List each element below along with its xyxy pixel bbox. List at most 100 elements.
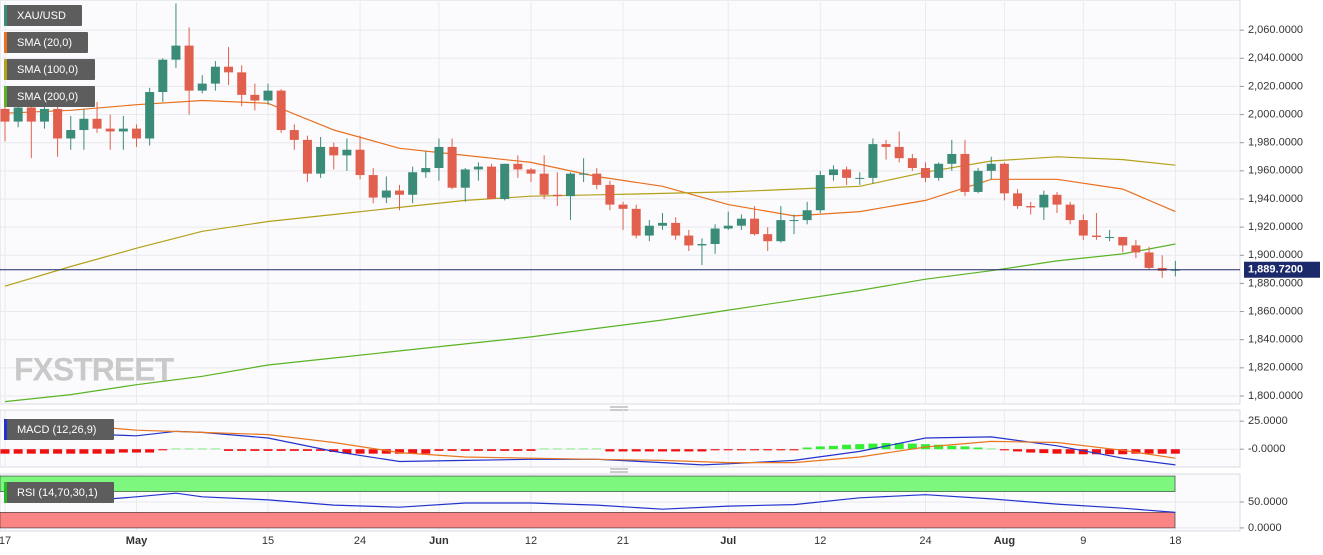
- histogram-bar: [618, 449, 628, 452]
- histogram-bar: [776, 449, 786, 451]
- candle-body: [408, 172, 418, 195]
- histogram-bar: [342, 449, 352, 454]
- candle-body: [644, 225, 654, 236]
- histogram-bar: [999, 449, 1009, 451]
- histogram-bar: [763, 449, 773, 451]
- histogram-bar: [53, 449, 63, 454]
- y-tick-label: 1,980.0000: [1248, 137, 1303, 149]
- histogram-bar: [302, 449, 312, 451]
- histogram-bar: [276, 449, 286, 451]
- x-tick-label: 24: [919, 535, 931, 547]
- candle-body: [302, 139, 312, 174]
- candle-body: [79, 118, 89, 131]
- candle-body: [671, 222, 681, 236]
- candle-body: [0, 108, 10, 122]
- candle-body: [53, 108, 63, 139]
- last-price-box: [1244, 261, 1320, 278]
- candle-body: [513, 163, 523, 170]
- histogram-bar: [1078, 449, 1088, 455]
- y-tick-label: 2,060.0000: [1248, 24, 1303, 36]
- histogram-bar: [1091, 449, 1101, 455]
- histogram-bar: [539, 448, 549, 450]
- candle-body: [158, 59, 168, 93]
- band: [0, 512, 1176, 529]
- histogram-bar: [986, 448, 996, 450]
- histogram-bar: [802, 447, 812, 450]
- histogram-bar: [355, 449, 365, 454]
- histogram-bar: [789, 449, 799, 451]
- candle-body: [881, 144, 891, 147]
- y-tick-label: 25.0000: [1248, 415, 1288, 427]
- histogram-bar: [79, 449, 89, 454]
- legend-label: SMA (20,0): [17, 37, 72, 49]
- candle-body: [329, 146, 339, 156]
- y-tick-label: 1,900.0000: [1248, 249, 1303, 261]
- candle-body: [723, 225, 733, 229]
- candle-body: [763, 234, 773, 242]
- histogram-bar: [250, 449, 260, 451]
- candle-body: [118, 128, 128, 132]
- x-tick-label: May: [126, 535, 148, 547]
- candle-body: [1118, 236, 1128, 246]
- histogram-bar: [408, 449, 418, 454]
- histogram-bar: [828, 445, 838, 450]
- histogram-bar: [434, 449, 444, 451]
- candle-body: [710, 228, 720, 245]
- candle-body: [263, 90, 273, 101]
- candle-body: [197, 83, 207, 91]
- legend-swatch: [4, 419, 7, 440]
- histogram-bar: [460, 449, 470, 451]
- histogram-bar: [224, 449, 234, 451]
- histogram-bar: [158, 449, 168, 451]
- histogram-bar: [973, 447, 983, 450]
- legend-box: [4, 482, 114, 503]
- candle-body: [1105, 236, 1115, 238]
- candle-body: [658, 222, 667, 226]
- legend-box: [4, 59, 95, 80]
- candle-body: [618, 204, 628, 209]
- candle-body: [421, 168, 431, 173]
- candle-body: [1091, 235, 1101, 237]
- histogram-bar: [289, 449, 299, 451]
- histogram-bar: [868, 443, 878, 450]
- candle-body: [750, 218, 760, 235]
- histogram-bar: [855, 444, 865, 450]
- histogram-bar: [1170, 449, 1180, 454]
- candle-body: [934, 163, 944, 178]
- candle-body: [1144, 252, 1154, 268]
- histogram-bar: [723, 449, 733, 451]
- x-tick-label: 24: [354, 535, 366, 547]
- legend-label: MACD (12,26,9): [17, 424, 96, 436]
- histogram-bar: [552, 448, 562, 450]
- histogram-bar: [894, 443, 904, 450]
- candle-body: [132, 128, 141, 139]
- candle-body: [592, 173, 602, 185]
- candle-body: [526, 169, 536, 174]
- candle-body: [947, 153, 957, 164]
- candle-body: [460, 169, 470, 188]
- line: [4, 492, 1176, 513]
- candle-body: [907, 158, 917, 169]
- histogram-bar: [815, 446, 825, 450]
- histogram-bar: [579, 448, 589, 450]
- candle-body: [342, 149, 352, 156]
- candle-body: [276, 90, 286, 131]
- histogram-bar: [26, 449, 36, 454]
- candle-body: [789, 220, 799, 222]
- macd-panel: [0, 409, 1241, 468]
- y-tick-label: 1,880.0000: [1248, 277, 1303, 289]
- x-tick-label: 15: [262, 535, 274, 547]
- x-tick-label: Jun: [429, 535, 449, 547]
- histogram-bar: [1157, 449, 1167, 454]
- histogram-bar: [210, 448, 220, 450]
- candle-body: [316, 146, 326, 174]
- candle-body: [395, 190, 404, 195]
- candle-body: [999, 163, 1009, 194]
- candle-body: [776, 220, 786, 242]
- histogram-bar: [132, 449, 141, 453]
- candle-body: [1039, 194, 1049, 208]
- candle-body: [697, 244, 707, 246]
- y-tick-label: 0.0000: [1248, 522, 1282, 534]
- histogram-bar: [92, 449, 102, 454]
